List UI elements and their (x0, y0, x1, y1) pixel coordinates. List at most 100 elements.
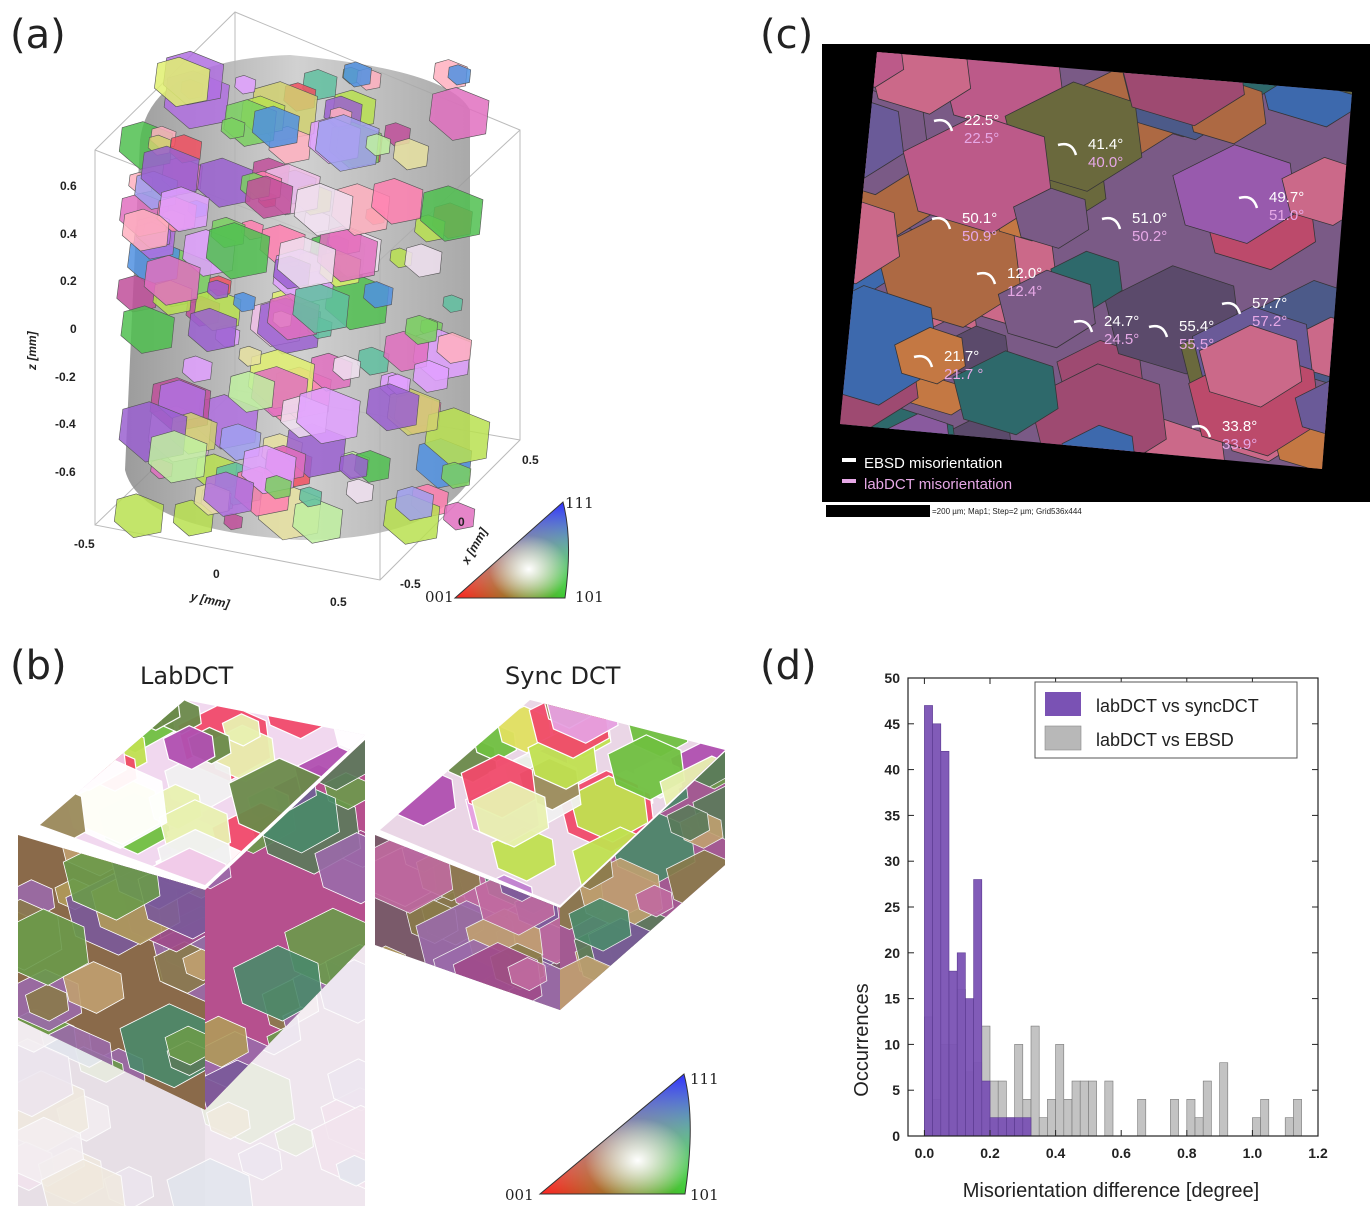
grain-shape (412, 360, 450, 393)
grain-shape (392, 138, 429, 171)
grain-shape (154, 56, 211, 107)
labdct-cube (18, 700, 365, 1206)
z-tick: -0.6 (55, 465, 76, 479)
grain-shape (1304, 52, 1352, 96)
bar-labdct-vs-ebsd (1293, 1099, 1302, 1137)
bar-labdct-vs-ebsd (1137, 1099, 1147, 1137)
ebsd-misorientation-value: 12.0° (1007, 265, 1042, 282)
grain-shape (205, 222, 271, 280)
grain-shape (252, 105, 300, 149)
grain-shape (120, 305, 175, 354)
bar-labdct-vs-ebsd (1088, 1080, 1097, 1137)
ebsd-misorientation-value: 22.5° (964, 112, 999, 129)
grain-shape (18, 1038, 74, 1118)
grain-shape (332, 355, 361, 381)
ebsd-misorientation-value: 21.7° (944, 348, 979, 365)
grain-shape (404, 315, 439, 345)
grain-shape (345, 478, 374, 504)
grain-shape (147, 430, 208, 484)
grain-shape (365, 133, 391, 157)
bar-labdct-vs-ebsd (1260, 1099, 1270, 1137)
scale-bar-text: =200 µm; Map1; Step=2 µm; Grid536x444 (932, 507, 1082, 516)
y-axis-label: y [mm] (188, 589, 231, 611)
labdct-misorientation-value: 12.4° (1007, 283, 1042, 300)
grain-shape (296, 386, 361, 445)
grain-shape (371, 178, 424, 225)
bar-labdct-vs-syncdct (1022, 1117, 1032, 1137)
y-tick: 0.5 (330, 595, 347, 609)
grain-shape (221, 713, 261, 747)
labdct-misorientation-value: 55.5° (1179, 336, 1214, 353)
labdct-misorientation-value: 51.0° (1269, 207, 1304, 224)
ipf-001-label: 001 (425, 588, 454, 606)
bar-labdct-vs-ebsd (1170, 1099, 1179, 1137)
grain-shape (182, 355, 213, 383)
grain-shape (220, 117, 246, 140)
bar-labdct-vs-ebsd (1186, 1099, 1196, 1137)
labdct-misorientation-value: 40.0° (1088, 154, 1123, 171)
grain-shape (206, 1101, 251, 1140)
bar-labdct-vs-ebsd (1104, 1080, 1114, 1137)
grain-shape (669, 700, 725, 734)
ebsd-misorientation-value: 33.8° (1222, 418, 1257, 435)
ipf-101-label: 101 (575, 588, 604, 606)
y-tick-label: 0 (892, 1128, 900, 1144)
rotation-arrow-icon (931, 216, 952, 230)
rotation-arrow-icon (1238, 195, 1259, 209)
bar-labdct-vs-syncdct (981, 1080, 991, 1137)
rotation-arrow-icon (933, 118, 954, 132)
bar-labdct-vs-syncdct (1006, 1117, 1015, 1137)
grain-shape (420, 185, 484, 242)
grain-shape (429, 87, 490, 141)
ipf-001-label: 001 (505, 1186, 534, 1204)
grain-shape (365, 383, 420, 432)
rotation-arrow-icon (1191, 424, 1212, 438)
grain-shape (298, 486, 323, 508)
rotation-arrow-icon (1221, 301, 1242, 315)
grain-shape (642, 975, 701, 1010)
panel-a-3d-plot: 0.6 0.4 0.2 0 -0.2 -0.4 -0.6 z [mm] -0.5… (25, 11, 539, 611)
z-tick: -0.2 (55, 370, 76, 384)
grain-shape (660, 949, 725, 1010)
panel-label-a: (a) (10, 12, 66, 58)
bar-labdct-vs-syncdct (940, 750, 950, 1137)
grain-shape (234, 75, 257, 95)
bar-labdct-vs-syncdct (956, 952, 966, 1137)
grain-shape (158, 186, 210, 232)
bar-labdct-vs-ebsd (1194, 1117, 1204, 1137)
bar-labdct-vs-ebsd (1071, 1080, 1081, 1137)
ebsd-map-panel: 22.5° 22.5° 41.4° 40.0° 49.7° 51.0° 50.1° 50.9°… (822, 44, 1370, 524)
y-tick-label: 20 (884, 945, 900, 961)
syncdct-title: Sync DCT (505, 662, 621, 690)
bar-labdct-vs-syncdct (948, 970, 958, 1137)
x-tick-label: 0.8 (1177, 1145, 1197, 1161)
grain-shape (164, 1025, 205, 1066)
panel-label-b: (b) (10, 643, 67, 689)
syncdct-cube (375, 700, 725, 1010)
grain-shape (113, 493, 164, 539)
y-tick-label: 30 (884, 853, 900, 869)
bar-labdct-vs-ebsd (1038, 1117, 1048, 1137)
bar-labdct-vs-ebsd (1055, 1044, 1065, 1137)
x-tick-label: 0.0 (915, 1145, 935, 1161)
rotation-arrow-icon (1073, 319, 1094, 333)
grain-shape (380, 700, 419, 740)
x-tick-label: 1.2 (1308, 1145, 1328, 1161)
bar-labdct-vs-ebsd (1047, 1099, 1056, 1137)
grain-shape (902, 114, 1053, 234)
rotation-arrow-icon (1101, 216, 1122, 230)
grain-shape (162, 725, 216, 771)
grain-shape (228, 370, 275, 413)
grain-shape (952, 350, 1059, 436)
y-tick-label: 15 (884, 991, 900, 1007)
grain-shape (314, 832, 365, 905)
bar-labdct-vs-ebsd (1202, 1080, 1212, 1137)
z-tick: -0.4 (55, 417, 76, 431)
grain-shape (1198, 324, 1303, 408)
z-tick: 0 (70, 322, 77, 336)
z-tick: 0.4 (60, 227, 77, 241)
z-ticks: 0.6 0.4 0.2 0 -0.2 -0.4 -0.6 (55, 179, 77, 479)
labdct-title: LabDCT (140, 662, 234, 690)
z-axis-label: z [mm] (25, 330, 39, 371)
grain-shape (471, 781, 550, 848)
